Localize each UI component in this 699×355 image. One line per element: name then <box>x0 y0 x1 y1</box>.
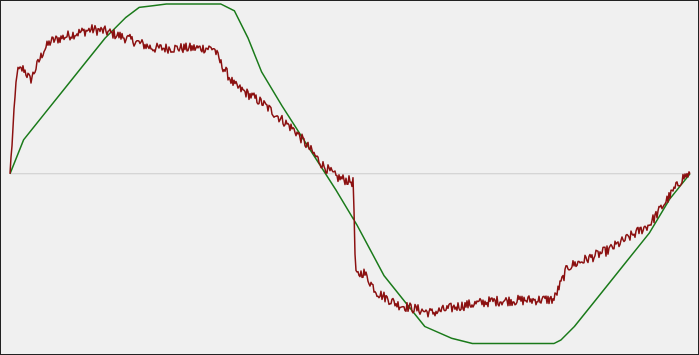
series-line-1 <box>9 3 691 345</box>
series-line-2 <box>9 24 691 318</box>
